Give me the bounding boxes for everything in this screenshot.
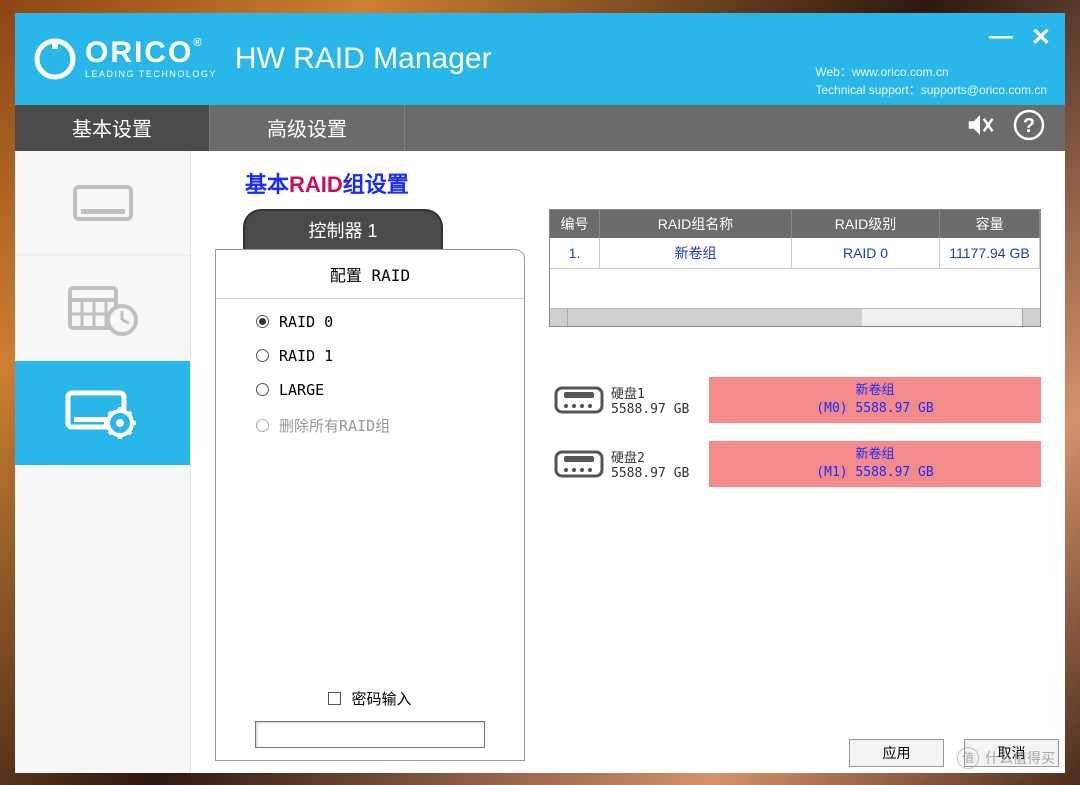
table-header: 编号 RAID组名称 RAID级别 容量	[550, 210, 1040, 238]
radio-label: RAID 1	[279, 347, 333, 365]
disk-size: 5588.97 GB	[611, 402, 709, 417]
page-title-post: 组设置	[343, 172, 409, 197]
brand-logo: ORICO® LEADING TECHNOLOGY	[33, 37, 217, 81]
radio-raid1[interactable]: RAID 1	[256, 347, 524, 365]
mute-icon[interactable]	[965, 110, 995, 145]
password-label: 密码输入	[351, 688, 411, 709]
col-number: 编号	[550, 210, 600, 238]
sidebar-item-raid[interactable]	[15, 361, 190, 466]
app-title: HW RAID Manager	[235, 42, 492, 76]
page-title: 基本RAID组设置	[245, 167, 1041, 199]
apply-button[interactable]: 应用	[849, 739, 944, 767]
disk-row: 硬盘2 5588.97 GB 新卷组 (M1) 5588.97 GB	[549, 441, 1041, 487]
password-input[interactable]	[255, 721, 485, 748]
cell-capacity: 11177.94 GB	[940, 238, 1040, 268]
footer-buttons: 应用 取消	[849, 739, 1059, 767]
config-raid-label: 配置 RAID	[216, 250, 524, 299]
web-link[interactable]: Web：www.orico.com.cn	[815, 63, 1047, 81]
raid-options: RAID 0 RAID 1 LARGE	[216, 299, 524, 452]
raid-info-panel: 编号 RAID组名称 RAID级别 容量 1. 新卷组 RAID 0 11177…	[549, 209, 1041, 761]
page-title-pre: 基本	[245, 172, 289, 197]
tab-advanced[interactable]: 高级设置	[210, 105, 405, 151]
calendar-clock-icon	[64, 278, 142, 338]
contact-info: Web：www.orico.com.cn Technical support：s…	[815, 63, 1047, 99]
disk-volume[interactable]: 新卷组 (M0) 5588.97 GB	[709, 377, 1041, 423]
app-window: ORICO® LEADING TECHNOLOGY HW RAID Manage…	[15, 13, 1065, 773]
radio-icon	[256, 315, 269, 328]
col-capacity: 容量	[940, 210, 1040, 238]
cell-level: RAID 0	[792, 238, 940, 268]
radio-icon	[256, 419, 269, 432]
disk-size: 5588.97 GB	[611, 466, 709, 481]
sidebar	[15, 151, 191, 773]
table-row[interactable]: 1. 新卷组 RAID 0 11177.94 GB	[550, 238, 1040, 268]
cell-name: 新卷组	[600, 238, 792, 268]
tab-basic[interactable]: 基本设置	[15, 105, 210, 151]
disk-list: 硬盘1 5588.97 GB 新卷组 (M0) 5588.97 GB	[549, 377, 1041, 487]
radio-large[interactable]: LARGE	[256, 381, 524, 399]
brand-logo-icon	[33, 37, 77, 81]
brand-mark: ®	[193, 37, 203, 49]
radio-delete-all[interactable]: 删除所有RAID组	[256, 415, 524, 436]
page-title-mid: RAID	[289, 172, 343, 197]
sidebar-item-schedule[interactable]	[15, 256, 190, 361]
checkbox-icon	[328, 692, 341, 705]
table-empty-space	[550, 268, 1040, 308]
tabbar: 基本设置 高级设置 ?	[15, 105, 1065, 151]
disk-volume[interactable]: 新卷组 (M1) 5588.97 GB	[709, 441, 1041, 487]
brand-name: ORICO	[85, 36, 193, 69]
hdd-icon	[67, 173, 139, 233]
minimize-icon[interactable]: —	[989, 23, 1013, 52]
radio-icon	[256, 349, 269, 362]
raid-table: 编号 RAID组名称 RAID级别 容量 1. 新卷组 RAID 0 11177…	[549, 209, 1041, 327]
cell-num: 1.	[550, 238, 600, 268]
table-scrollbar[interactable]	[550, 308, 1040, 326]
hdd-icon	[549, 441, 609, 487]
col-level: RAID级别	[792, 210, 940, 238]
volume-name: 新卷组	[855, 446, 894, 464]
radio-label: LARGE	[279, 381, 324, 399]
volume-name: 新卷组	[855, 382, 894, 400]
hdd-icon	[549, 377, 609, 423]
main-panel: 基本RAID组设置 控制器 1 配置 RAID RAID 0	[191, 151, 1065, 773]
sidebar-item-disk[interactable]	[15, 151, 190, 256]
col-name: RAID组名称	[600, 210, 792, 238]
disk-name: 硬盘2	[611, 447, 709, 466]
volume-desc: (M0) 5588.97 GB	[816, 400, 933, 418]
close-icon[interactable]: ✕	[1031, 23, 1051, 52]
radio-icon	[256, 383, 269, 396]
radio-raid0[interactable]: RAID 0	[256, 313, 524, 331]
disk-row: 硬盘1 5588.97 GB 新卷组 (M0) 5588.97 GB	[549, 377, 1041, 423]
controller-tab[interactable]: 控制器 1	[243, 209, 443, 249]
disk-gear-icon	[62, 381, 144, 445]
radio-label: RAID 0	[279, 313, 333, 331]
brand-tagline: LEADING TECHNOLOGY	[85, 70, 217, 79]
disk-name: 硬盘1	[611, 383, 709, 402]
controller-panel: 控制器 1 配置 RAID RAID 0 RAID 1	[215, 209, 525, 761]
volume-desc: (M1) 5588.97 GB	[816, 464, 933, 482]
titlebar: ORICO® LEADING TECHNOLOGY HW RAID Manage…	[15, 13, 1065, 105]
content-area: 基本RAID组设置 控制器 1 配置 RAID RAID 0	[15, 151, 1065, 773]
password-checkbox-row[interactable]: 密码输入	[216, 688, 524, 717]
help-icon[interactable]: ?	[1013, 109, 1045, 146]
cancel-button[interactable]: 取消	[964, 739, 1059, 767]
svg-text:?: ?	[1023, 115, 1035, 137]
support-link[interactable]: Technical support：supports@orico.com.cn	[815, 81, 1047, 99]
radio-label: 删除所有RAID组	[279, 415, 390, 436]
